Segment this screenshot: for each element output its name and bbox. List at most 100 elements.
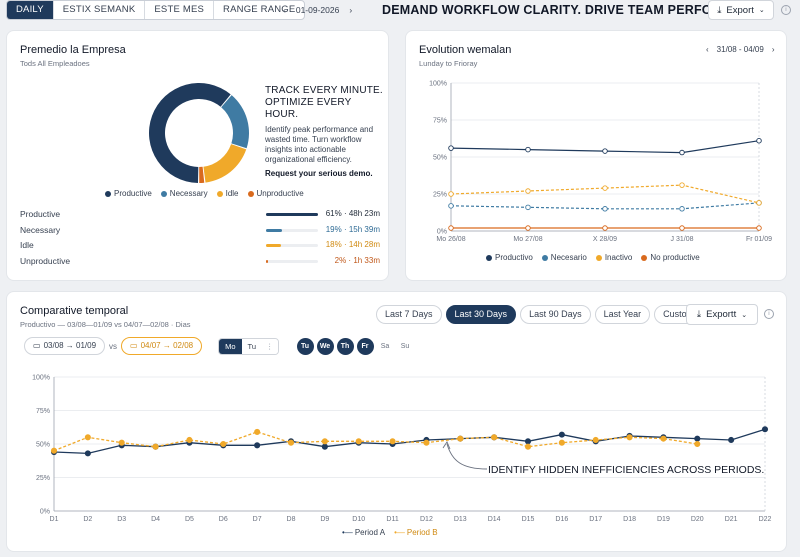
legend-productive: Productive [105, 189, 152, 198]
data-point-necesario [525, 204, 531, 211]
breakdown-row-idle: Idle 18% · 14h 28m [20, 240, 380, 256]
y-tick-label: 0% [40, 509, 50, 516]
range-b-picker[interactable]: ▭ 04/07 → 02/08 [121, 337, 203, 355]
mode-b-toggle[interactable]: Tu [241, 338, 262, 354]
day-chip-sa[interactable]: Sa [380, 342, 390, 350]
data-point-productivo [602, 148, 608, 154]
evolution-range: 31/08 - 04/09 [716, 45, 764, 54]
y-tick-label: 50% [433, 155, 447, 162]
y-tick-label: 100% [429, 81, 447, 88]
series-line-period-a [53, 428, 766, 455]
breakdown-row-productive: Productive 61% · 48h 23m [20, 209, 380, 225]
legend-period-b: •— Period B [394, 528, 438, 537]
y-tick-label: 25% [36, 475, 50, 482]
day-filter: Tu We Th Fr Sa Su [296, 337, 414, 355]
y-tick-label: 100% [32, 375, 50, 382]
tab-este-mes[interactable]: ESTE MES [145, 1, 215, 19]
chevron-left-icon[interactable]: ‹ [706, 45, 709, 54]
comparative-export-label: Exportt [706, 309, 737, 320]
download-icon: ⤓ [696, 309, 702, 320]
mode-a-toggle[interactable]: Mo [219, 338, 242, 354]
x-tick-label: D2 [83, 516, 92, 523]
data-point-productivo [525, 146, 531, 153]
x-tick-label: D22 [759, 516, 772, 523]
series-line-period-b [53, 431, 698, 452]
y-tick-label: 0% [437, 229, 447, 236]
x-tick-label: D18 [623, 516, 636, 523]
x-tick-label: X 28/09 [593, 236, 617, 243]
data-point-inactivo [448, 191, 454, 197]
chevron-left-icon[interactable]: ‹ [283, 5, 286, 15]
x-tick-label: D8 [287, 516, 296, 523]
x-tick-label: Fr 01/09 [746, 236, 772, 243]
x-tick-label: D17 [589, 516, 602, 523]
donut-legend: Productive Necessary Idle Unproductive [105, 189, 304, 198]
data-point-no-productive [756, 225, 762, 231]
x-tick-label: Mo 26/08 [436, 236, 465, 243]
annotation-arrowhead [442, 441, 451, 450]
data-point-period-b [287, 439, 295, 446]
period-last-90-days[interactable]: Last 90 Days [520, 305, 591, 324]
period-selector: Last 7 Days Last 30 Days Last 90 Days Last … [376, 305, 704, 324]
tab-daily[interactable]: DAILY [7, 1, 54, 19]
day-chip-tu[interactable]: Tu [296, 337, 314, 355]
comparative-subtitle: Productivo — 03/08—01/09 vs 04/07—02/08 … [20, 320, 191, 329]
period-last-year[interactable]: Last Year [594, 305, 651, 324]
day-chip-we[interactable]: We [316, 337, 334, 355]
day-chip-th[interactable]: Th [336, 337, 354, 355]
promo-cta[interactable]: Request your serious demo. [265, 169, 373, 178]
x-tick-label: J 31/08 [671, 236, 694, 243]
x-tick-label: D9 [320, 516, 329, 523]
legend-period-a: •— Period A [342, 528, 386, 537]
breakdown-value: 19% · 15h 39m [325, 224, 380, 234]
tab-range[interactable]: RANGE RANGE [223, 4, 296, 15]
data-point-period-b [220, 440, 227, 448]
range-a-picker[interactable]: ▭ 03/08 → 01/09 [24, 337, 106, 355]
period-last-30-days[interactable]: Last 30 Days [445, 305, 517, 324]
data-point-period-b [321, 438, 328, 445]
data-point-necesario [679, 206, 685, 212]
x-tick-label: D13 [454, 516, 467, 523]
data-point-period-a [524, 438, 532, 445]
x-tick-label: Mo 27/08 [513, 236, 542, 243]
period-last-7-days[interactable]: Last 7 Days [376, 305, 442, 324]
breakdown-bar [266, 244, 282, 247]
info-icon[interactable]: i [764, 309, 774, 319]
day-chip-su[interactable]: Su [400, 342, 410, 350]
evolution-legend: Productivo Necesario Inactivo No productive [486, 253, 700, 262]
x-tick-label: D16 [555, 516, 568, 523]
mode-toggle: Mo Tu ⋮ [218, 337, 279, 355]
annotation-arrow [446, 443, 488, 470]
day-chip-fr[interactable]: Fr [356, 337, 374, 355]
breakdown-label: Unproductive [20, 255, 71, 266]
data-point-no-productive [448, 225, 454, 231]
data-point-period-b [50, 447, 58, 454]
chevron-right-icon[interactable]: › [771, 45, 775, 54]
comparative-legend: •— Period A •— Period B [342, 528, 438, 537]
breakdown-row-unproductive: Unproductive 2% · 1h 33m [20, 256, 380, 272]
promo-title-1: TRACK EVERY MINUTE. [265, 85, 383, 96]
donut-slice-unproductive [199, 166, 205, 183]
x-tick-label: D15 [522, 516, 535, 523]
premedio-card: Premedio la Empresa Tods All Empleadoes … [6, 30, 389, 281]
more-icon[interactable]: ⋮ [262, 338, 278, 354]
info-icon[interactable]: i [781, 5, 791, 15]
data-point-inactivo [525, 188, 531, 194]
x-tick-label: D4 [151, 516, 160, 523]
legend-idle: Idle [216, 189, 239, 198]
x-tick-label: D5 [185, 516, 194, 523]
tab-estix-semank[interactable]: ESTIX SEMANK [54, 1, 146, 19]
data-point-period-b [118, 439, 125, 446]
comparative-export-button[interactable]: ⤓ Exportt ⌄ [686, 304, 758, 325]
headline-banner: DEMAND WORKFLOW CLARITY. DRIVE TEAM PERF… [382, 3, 772, 17]
evolution-card: Evolution wemalan Lunday to Frioray ‹ 31… [405, 30, 787, 281]
y-tick-label: 75% [36, 408, 50, 415]
export-button[interactable]: ⤓ Export ⌄ [708, 0, 774, 20]
data-point-period-a [254, 442, 261, 449]
chevron-right-icon[interactable]: › [349, 5, 353, 15]
data-point-no-productive [679, 225, 685, 231]
comparative-card: Comparative temporal Productivo — 03/08—… [6, 291, 787, 552]
data-point-period-a [728, 436, 735, 444]
x-tick-label: D21 [725, 516, 738, 523]
legend-necessary: Necessary [160, 189, 208, 198]
